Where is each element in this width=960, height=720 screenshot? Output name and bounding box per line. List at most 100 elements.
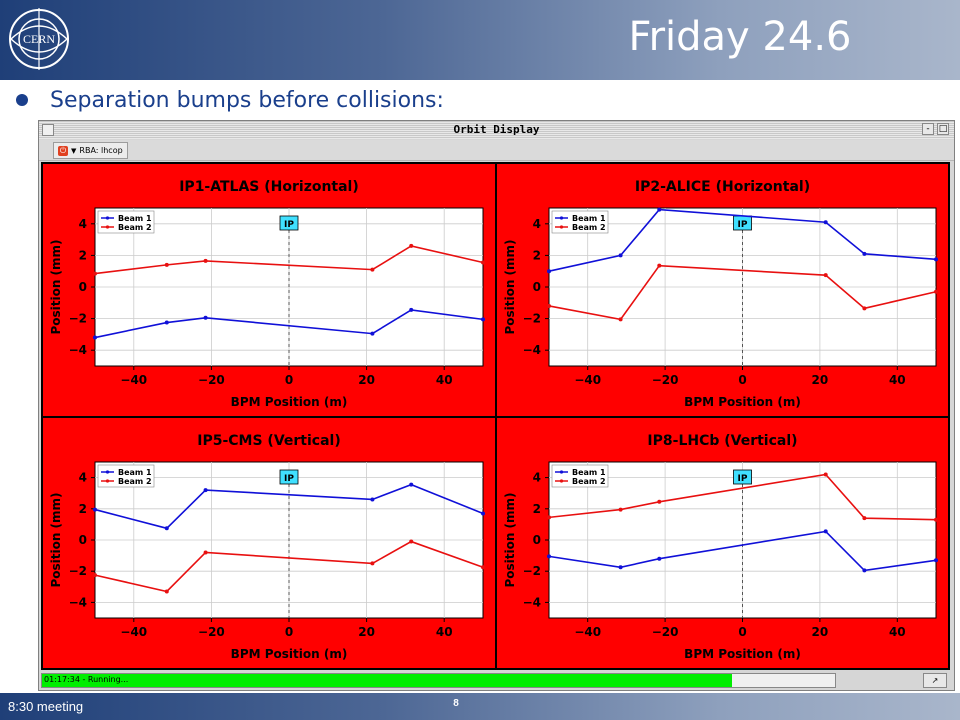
data-point-beam-2 <box>823 273 828 278</box>
ip-marker-box <box>733 469 752 485</box>
data-point-beam-1 <box>547 269 551 274</box>
data-point-beam-2 <box>862 306 867 311</box>
window-title-bar[interactable]: Orbit Display - □ <box>39 121 954 139</box>
data-point-beam-1 <box>481 511 485 516</box>
y-tick-label: −2 <box>523 312 541 326</box>
data-point-beam-2 <box>93 271 97 276</box>
data-point-beam-2 <box>164 262 169 267</box>
data-point-beam-1 <box>862 251 867 256</box>
series-line-beam-2 <box>94 245 484 275</box>
data-point-beam-1 <box>618 565 623 570</box>
legend-label: Beam 1 <box>118 468 152 477</box>
series-line-beam-1 <box>548 530 937 572</box>
data-point-beam-1 <box>409 482 414 487</box>
x-tick-label: 40 <box>436 625 453 639</box>
ip-marker-box <box>279 469 299 485</box>
data-point-beam-2 <box>547 515 551 520</box>
legend-marker-beam-2 <box>105 479 110 483</box>
legend-marker-beam-2 <box>559 225 564 229</box>
chart-ip5: IP5-CMS (Vertical)−40 −20 0 20 40420−2−4IPBe… <box>49 433 485 661</box>
x-tick-label: 40 <box>436 373 453 387</box>
data-point-beam-2 <box>370 267 375 272</box>
status-text: 01:17:34 - Running... <box>44 675 129 684</box>
rba-button[interactable]: ⏻ ▼ RBA: lhcop <box>53 142 128 159</box>
orbit-display-window: Orbit Display - □ ⏻ ▼ RBA: lhcop IP1-ATL… <box>38 120 955 691</box>
ip-marker-label: IP <box>738 474 748 484</box>
minimize-button[interactable]: - <box>922 123 934 135</box>
status-bar: 01:17:34 - Running... ↗ <box>41 673 950 689</box>
y-tick-label: −4 <box>69 343 87 357</box>
page-number: 8 <box>453 698 459 709</box>
data-point-beam-1 <box>823 529 828 534</box>
x-tick-label: 0 <box>285 373 293 387</box>
ip-marker-label: IP <box>284 474 294 484</box>
data-point-beam-1 <box>657 556 662 561</box>
data-point-beam-1 <box>164 526 169 531</box>
window-menu-icon[interactable] <box>42 124 54 136</box>
x-tick-label: 40 <box>889 373 906 387</box>
data-point-beam-1 <box>370 331 375 336</box>
y-tick-label: −4 <box>69 595 87 609</box>
cern-logo-text: CERN <box>23 32 55 46</box>
x-tick-label: −20 <box>652 625 679 639</box>
legend-label: Beam 1 <box>118 214 152 223</box>
ip-marker-box <box>279 215 299 231</box>
plots-area: IP1-ATLAS (Horizontal) −40 −20 0 20 40 4 2 0 −2 −4… <box>41 162 950 670</box>
toolbar: ⏻ ▼ RBA: lhcop <box>39 140 954 161</box>
rba-power-icon: ⏻ <box>58 145 68 156</box>
legend-label: Beam 2 <box>572 223 606 232</box>
ip-marker-label: IP <box>738 220 748 230</box>
y-tick-label: 4 <box>79 217 87 231</box>
data-point-beam-2 <box>618 317 623 322</box>
panel-ip2: IP2-ALICE (Horizontal) −40 −20 0 20 40 4 2 0 −2 −4… <box>496 163 949 417</box>
data-point-beam-2 <box>409 243 414 248</box>
data-point-beam-2 <box>934 517 938 522</box>
data-point-beam-2 <box>618 507 623 512</box>
panel-ip5: IP5-CMS (Vertical) −40 −20 0 20 40 4 2 0 −2 −4 IP Be… <box>42 417 496 669</box>
bullet-dot-icon <box>16 94 28 106</box>
y-axis-label: Position (mm) <box>503 492 517 587</box>
chart-title: IP2-ALICE (Horizontal) <box>635 179 810 195</box>
x-tick-label: −40 <box>574 373 601 387</box>
data-point-beam-2 <box>203 550 208 555</box>
x-axis-label: BPM Position (m) <box>684 395 801 409</box>
data-point-beam-2 <box>657 263 662 268</box>
chart-ip8: IP8-LHCb (Vertical)−40 −20 0 20 40420−2−4IPB… <box>503 433 938 661</box>
slide-footer: 8:30 meeting 8 <box>0 693 960 720</box>
y-tick-label: 4 <box>533 217 541 231</box>
x-tick-label: 20 <box>812 373 829 387</box>
y-tick-label: −2 <box>523 564 541 578</box>
data-point-beam-2 <box>164 589 169 594</box>
maximize-button[interactable]: □ <box>937 123 949 135</box>
y-tick-label: 0 <box>533 280 541 294</box>
x-tick-label: 20 <box>358 373 375 387</box>
y-tick-label: −4 <box>523 343 541 357</box>
y-tick-label: 0 <box>79 280 87 294</box>
data-point-beam-2 <box>203 258 208 263</box>
y-axis-label: Position (mm) <box>503 239 517 334</box>
data-point-beam-1 <box>203 488 208 493</box>
series-line-beam-1 <box>94 483 484 530</box>
y-tick-label: 4 <box>79 471 87 485</box>
x-tick-label: 40 <box>889 625 906 639</box>
legend-label: Beam 2 <box>118 477 152 486</box>
status-action-button[interactable]: ↗ <box>923 673 947 688</box>
legend-label: Beam 2 <box>572 477 606 486</box>
data-point-beam-2 <box>657 499 662 504</box>
legend-marker-beam-2 <box>559 479 564 483</box>
data-point-beam-1 <box>862 568 867 573</box>
legend-label: Beam 1 <box>572 468 606 477</box>
data-point-beam-1 <box>481 317 485 322</box>
slide-header: CERN Friday 24.6 <box>0 0 960 80</box>
chart-title: IP8-LHCb (Vertical) <box>647 433 797 449</box>
chart-title: IP5-CMS (Vertical) <box>197 433 341 449</box>
legend-marker-beam-1 <box>559 216 564 220</box>
panel-ip8: IP8-LHCb (Vertical) −40 −20 0 20 40 4 2 0 −2 −4 IP B… <box>496 417 949 669</box>
x-axis-label: BPM Position (m) <box>231 395 348 409</box>
legend-marker-beam-1 <box>559 470 564 474</box>
data-point-beam-2 <box>934 289 938 294</box>
x-tick-label: −40 <box>574 625 601 639</box>
chart-ip1: IP1-ATLAS (Horizontal)−40 −20 0 20 40420−2−4… <box>49 179 485 409</box>
y-tick-label: 0 <box>79 533 87 547</box>
x-tick-label: 0 <box>738 625 746 639</box>
